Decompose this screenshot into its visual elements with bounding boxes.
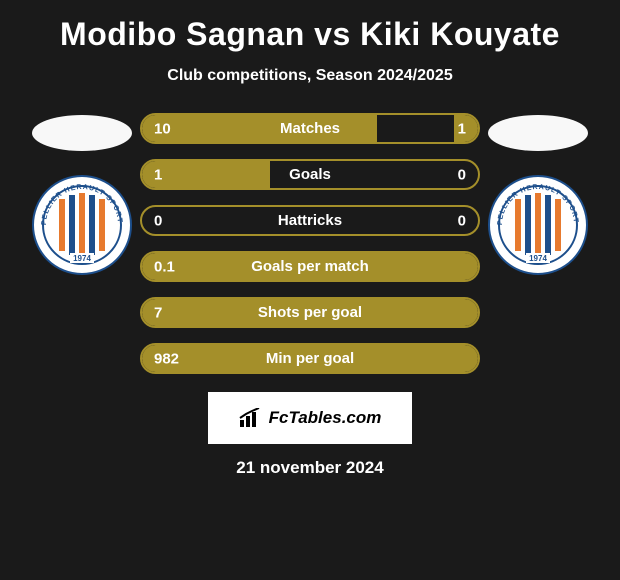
bar-value-left: 982 bbox=[154, 350, 179, 367]
bar-value-left: 7 bbox=[154, 304, 162, 321]
bar-label: Matches bbox=[142, 115, 478, 142]
bar-label: Min per goal bbox=[142, 345, 478, 372]
chart-icon bbox=[239, 408, 263, 428]
stat-bar: Hattricks0 0 bbox=[140, 205, 480, 236]
bar-value-left: 1 bbox=[154, 166, 162, 183]
bar-value-left: 10 bbox=[154, 120, 171, 137]
page-title: Modibo Sagnan vs Kiki Kouyate bbox=[0, 16, 620, 53]
brand-text: FcTables.com bbox=[269, 408, 382, 428]
bar-value-left: 0 bbox=[154, 212, 162, 229]
player-left-column: MONTPELLIER HERAULT SPORT CLUB 1974 bbox=[32, 115, 132, 275]
stat-bar: Goals per match0.1 bbox=[140, 251, 480, 282]
stat-bar: Matches10 1 bbox=[140, 113, 480, 144]
bar-value-right: 0 bbox=[458, 166, 466, 183]
bar-label: Goals per match bbox=[142, 253, 478, 280]
bar-label: Shots per goal bbox=[142, 299, 478, 326]
date-line: 21 november 2024 bbox=[236, 458, 383, 478]
bar-value-right: 0 bbox=[458, 212, 466, 229]
stat-bar: Min per goal982 bbox=[140, 343, 480, 374]
bar-label: Goals bbox=[142, 161, 478, 188]
stat-bar: Shots per goal7 bbox=[140, 297, 480, 328]
club-badge-right: MONTPELLIER HERAULT SPORT CLUB 1974 bbox=[488, 175, 588, 275]
svg-text:1974: 1974 bbox=[529, 254, 547, 263]
bar-value-right: 1 bbox=[458, 120, 466, 137]
stat-bar: Goals1 0 bbox=[140, 159, 480, 190]
bar-label: Hattricks bbox=[142, 207, 478, 234]
player-right-photo bbox=[488, 115, 588, 151]
player-left-photo bbox=[32, 115, 132, 151]
comparison-bars: Matches101Goals10Hattricks00Goals per ma… bbox=[140, 113, 480, 374]
svg-text:1974: 1974 bbox=[73, 254, 91, 263]
bar-value-left: 0.1 bbox=[154, 258, 175, 275]
subtitle: Club competitions, Season 2024/2025 bbox=[0, 67, 620, 85]
brand-badge[interactable]: FcTables.com bbox=[208, 392, 412, 444]
player-right-column: MONTPELLIER HERAULT SPORT CLUB 1974 bbox=[488, 115, 588, 275]
club-badge-left: MONTPELLIER HERAULT SPORT CLUB 1974 bbox=[32, 175, 132, 275]
